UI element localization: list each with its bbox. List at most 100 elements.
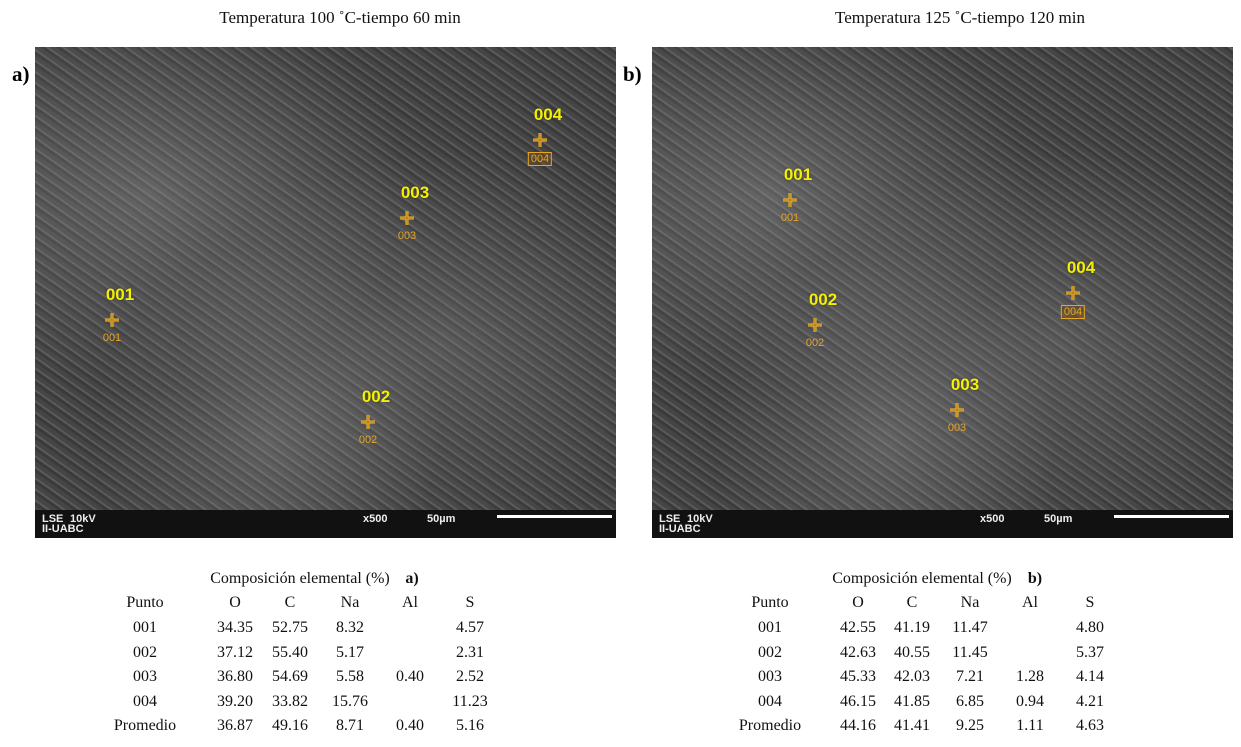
table-cell: 8.32 xyxy=(336,619,364,636)
table-cell: 004 xyxy=(758,692,782,710)
table-cell: 11.47 xyxy=(952,619,988,636)
point-tag: 003 xyxy=(397,230,417,242)
lab: II-UABC xyxy=(659,523,701,535)
table-cell: 002 xyxy=(758,643,782,661)
voltage: 10kV xyxy=(687,513,713,525)
scale: 50µm xyxy=(427,513,456,525)
panel-label: a) xyxy=(12,62,30,86)
table-cell: 1.28 xyxy=(1016,668,1044,685)
table-cell: 2.31 xyxy=(456,643,484,661)
point-marker xyxy=(104,312,120,328)
point-marker xyxy=(807,317,823,333)
table-header: Al xyxy=(402,594,418,611)
table-cell: 52.75 xyxy=(272,619,308,636)
table-cell: 37.12 xyxy=(217,643,253,661)
panel-title: Temperatura 125 ˚C-tiempo 120 min xyxy=(835,8,1085,27)
magnification: x500 xyxy=(363,513,388,525)
table-cell: 6.85 xyxy=(956,692,984,710)
table-cell: 1.11 xyxy=(1016,717,1044,734)
table-cell: 0.40 xyxy=(396,668,424,685)
table-cell: 34.35 xyxy=(217,619,253,636)
table-caption-label: b) xyxy=(1027,570,1043,587)
point-label: 003 xyxy=(400,183,430,202)
table-header: Punto xyxy=(751,594,789,611)
info-bar: LSE 10kV II-UABC x500 50µm xyxy=(652,510,1233,538)
table-cell: 4.14 xyxy=(1076,668,1104,685)
table-cell: 9.25 xyxy=(956,717,984,734)
table-cell: 2.52 xyxy=(456,668,484,685)
magnification: x500 xyxy=(980,513,1005,525)
table-cell: 11.23 xyxy=(452,692,488,710)
detector: LSE xyxy=(659,513,681,525)
table-cell: 33.82 xyxy=(272,692,308,710)
table-cell: 42.63 xyxy=(840,643,876,661)
table-header: S xyxy=(1085,594,1095,611)
table-cell: 5.16 xyxy=(456,717,484,734)
table-cell: 4.80 xyxy=(1076,619,1104,636)
table-cell: 40.55 xyxy=(894,643,930,661)
table-header: C xyxy=(906,594,918,611)
lab: II-UABC xyxy=(42,523,84,535)
point-marker xyxy=(399,210,415,226)
table-cell: Promedio xyxy=(738,717,802,734)
voltage: 10kV xyxy=(70,513,96,525)
point-marker xyxy=(1065,285,1081,301)
point-marker xyxy=(782,192,798,208)
table-cell: 003 xyxy=(133,668,157,685)
table-cell: 41.41 xyxy=(894,717,930,734)
table-cell: 45.33 xyxy=(840,668,876,685)
sem-image: LSE 10kV II-UABC x500 50µm 001 001 002 002 003 003… xyxy=(652,47,1233,538)
table-header: O xyxy=(852,594,864,611)
table-header: S xyxy=(465,594,475,611)
table-cell: 0.40 xyxy=(396,717,424,734)
table-cell: 4.63 xyxy=(1076,717,1104,734)
table-cell: 5.17 xyxy=(336,643,364,661)
detector: LSE xyxy=(42,513,64,525)
point-label: 003 xyxy=(950,375,980,394)
table-cell: 42.03 xyxy=(894,668,930,685)
table-cell: 41.19 xyxy=(894,619,930,636)
table-cell: 54.69 xyxy=(272,668,308,685)
point-tag: 002 xyxy=(805,337,825,349)
panel-title: Temperatura 100 ˚C-tiempo 60 min xyxy=(219,8,461,27)
table-cell: 49.16 xyxy=(272,717,308,734)
table-cell: 46.15 xyxy=(840,692,876,710)
panel-label: b) xyxy=(623,62,642,86)
point-marker xyxy=(360,414,376,430)
point-marker xyxy=(949,402,965,418)
table-cell: 36.80 xyxy=(217,668,253,685)
table-cell: 002 xyxy=(133,643,157,661)
table-caption-label: a) xyxy=(405,570,419,587)
table-cell: 15.76 xyxy=(332,692,368,710)
table-cell: Promedio xyxy=(113,717,177,734)
point-label: 001 xyxy=(783,165,813,184)
table-header: O xyxy=(229,594,241,611)
table-cell: 41.85 xyxy=(894,692,930,710)
point-label: 004 xyxy=(533,105,563,124)
table-cell: 003 xyxy=(758,668,782,685)
point-tag: 001 xyxy=(102,332,122,344)
point-tag: 004 xyxy=(1060,305,1086,319)
table-cell: 39.20 xyxy=(217,692,253,710)
table-cell: 4.57 xyxy=(456,619,484,636)
table-caption: Composición elemental (%) xyxy=(832,570,1012,587)
table-cell: 0.94 xyxy=(1016,692,1044,710)
table-header: Na xyxy=(960,594,980,611)
table-cell: 11.45 xyxy=(952,643,988,661)
point-tag: 002 xyxy=(358,434,378,446)
point-label: 004 xyxy=(1066,258,1096,277)
table-cell: 36.87 xyxy=(217,717,253,734)
table-cell: 8.71 xyxy=(336,717,364,734)
point-tag: 001 xyxy=(780,212,800,224)
table-cell: 42.55 xyxy=(840,619,876,636)
sem-image: LSE 10kV II-UABC x500 50µm 001 001 002 002 003 003… xyxy=(35,47,616,538)
point-label: 002 xyxy=(808,290,838,309)
point-marker xyxy=(532,132,548,148)
table-header: C xyxy=(284,594,296,611)
table-caption: Composición elemental (%) xyxy=(210,570,390,587)
scale-bar xyxy=(1114,515,1229,518)
point-tag: 003 xyxy=(947,422,967,434)
table-header: Na xyxy=(340,594,360,611)
scale-bar xyxy=(497,515,612,518)
